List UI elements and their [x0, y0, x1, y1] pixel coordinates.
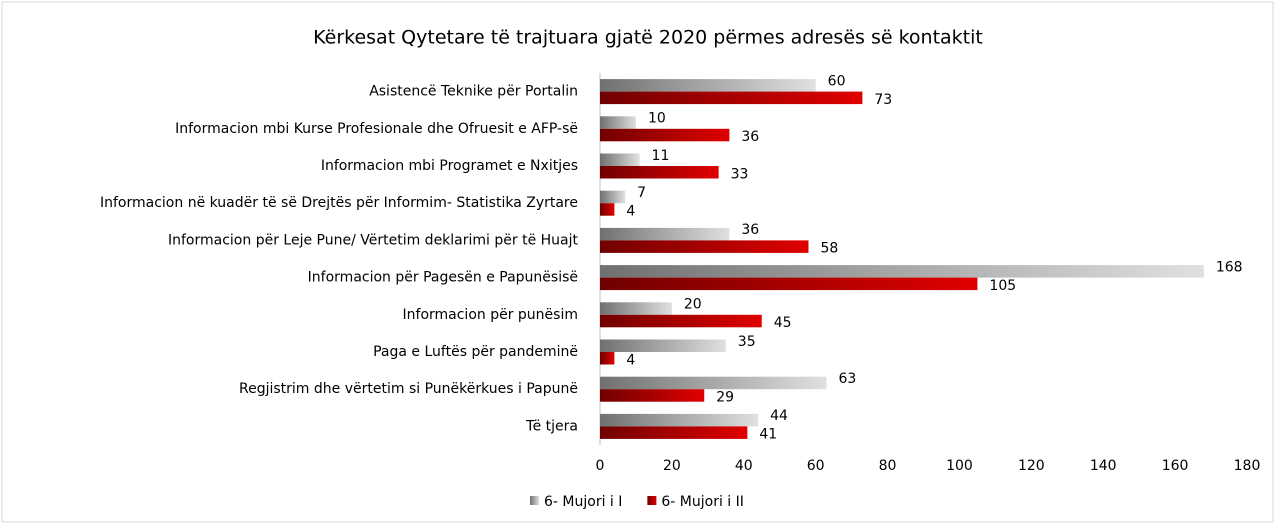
bar — [600, 302, 672, 315]
x-tick-label: 120 — [1018, 458, 1045, 474]
value-label: 4 — [626, 203, 635, 219]
x-tick-label: 0 — [596, 458, 605, 474]
y-tick-label: Informacion për Pagesën e Papunësisë — [308, 270, 578, 286]
x-tick-label: 80 — [879, 458, 897, 474]
value-label: 11 — [652, 148, 670, 164]
chart-title: Kërkesat Qytetare të trajtuara gjatë 202… — [313, 27, 983, 49]
value-label: 10 — [648, 111, 666, 127]
x-tick-label: 160 — [1162, 458, 1189, 474]
x-tick-label: 60 — [807, 458, 825, 474]
bar — [600, 91, 863, 105]
x-tick-label: 20 — [663, 458, 681, 474]
y-tick-label: Informacion për punësim — [403, 307, 578, 323]
y-tick-label: Informacion mbi Programet e Nxitjes — [321, 158, 578, 174]
bar — [600, 128, 730, 142]
y-tick-label: Informacion në kuadër të së Drejtës për … — [100, 195, 578, 211]
value-label: 41 — [759, 427, 777, 443]
value-label: 4 — [626, 352, 635, 368]
bar — [600, 79, 816, 92]
legend-label: 6- Mujori i I — [544, 494, 622, 510]
x-tick-label: 40 — [735, 458, 753, 474]
x-tick-label: 180 — [1234, 458, 1261, 474]
legend-swatch — [530, 496, 539, 505]
bar — [600, 265, 1204, 278]
legend-label: 6- Mujori i II — [661, 494, 744, 510]
bar — [600, 339, 726, 352]
bar — [600, 389, 705, 402]
value-label: 45 — [774, 315, 792, 331]
y-tick-label: Informacion për Leje Pune/ Vërtetim dekl… — [168, 232, 579, 248]
bar — [600, 116, 636, 129]
bar — [600, 240, 809, 253]
bar — [600, 227, 730, 241]
value-label: 36 — [741, 222, 759, 238]
value-label: 73 — [874, 92, 892, 108]
value-label: 63 — [838, 371, 856, 387]
value-label: 20 — [684, 297, 702, 313]
bar — [600, 413, 759, 427]
bar — [600, 153, 640, 166]
y-tick-label: Regjistrim dhe vërtetim si Punëkërkues i… — [239, 381, 578, 397]
x-tick-label: 140 — [1090, 458, 1117, 474]
y-tick-label: Të tjera — [525, 418, 578, 434]
value-label: 105 — [989, 278, 1016, 294]
bar — [600, 190, 626, 204]
value-label: 33 — [731, 166, 749, 182]
value-label: 60 — [828, 73, 846, 89]
value-label: 29 — [716, 389, 734, 405]
bar — [600, 277, 978, 291]
value-label: 58 — [820, 241, 838, 257]
legend-swatch — [647, 496, 657, 505]
y-tick-label: Informacion mbi Kurse Profesionale dhe O… — [175, 121, 578, 137]
value-label: 44 — [770, 408, 788, 424]
bar — [600, 352, 615, 365]
y-tick-label: Paga e Luftës për pandeminë — [373, 344, 578, 360]
value-label: 7 — [637, 185, 646, 201]
bar — [600, 203, 615, 216]
bar — [600, 314, 762, 328]
value-label: 36 — [741, 129, 759, 145]
bar — [600, 376, 827, 390]
bar — [600, 166, 719, 179]
y-tick-label: Asistencë Teknike për Portalin — [369, 84, 578, 100]
value-label: 168 — [1216, 259, 1243, 275]
x-tick-label: 100 — [946, 458, 973, 474]
value-label: 35 — [738, 334, 756, 350]
bar — [600, 426, 748, 439]
